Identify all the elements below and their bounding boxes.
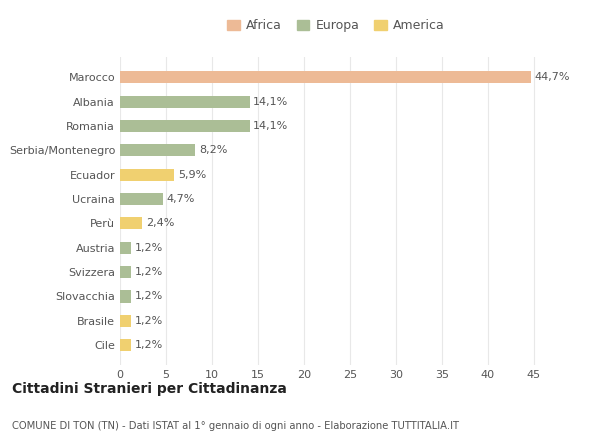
Text: 14,1%: 14,1% (253, 121, 289, 131)
Text: 44,7%: 44,7% (535, 72, 570, 82)
Bar (120, 217, 142, 230)
Bar (120, 95, 250, 108)
Bar (120, 144, 196, 156)
Text: Cittadini Stranieri per Cittadinanza: Cittadini Stranieri per Cittadinanza (12, 382, 287, 396)
Text: 1,2%: 1,2% (135, 340, 163, 350)
Bar (120, 120, 250, 132)
Bar (120, 315, 131, 327)
Bar (120, 169, 174, 181)
Text: 5,9%: 5,9% (178, 170, 206, 180)
Bar (120, 193, 163, 205)
Text: 1,2%: 1,2% (135, 267, 163, 277)
Bar (120, 71, 531, 83)
Text: 1,2%: 1,2% (135, 243, 163, 253)
Legend: Africa, Europa, America: Africa, Europa, America (222, 14, 450, 37)
Text: 4,7%: 4,7% (167, 194, 195, 204)
Text: COMUNE DI TON (TN) - Dati ISTAT al 1° gennaio di ogni anno - Elaborazione TUTTIT: COMUNE DI TON (TN) - Dati ISTAT al 1° ge… (12, 421, 459, 431)
Bar (120, 242, 131, 254)
Text: 14,1%: 14,1% (253, 97, 289, 106)
Text: 8,2%: 8,2% (199, 145, 227, 155)
Bar (120, 266, 131, 278)
Text: 1,2%: 1,2% (135, 316, 163, 326)
Bar (120, 339, 131, 351)
Bar (120, 290, 131, 303)
Text: 1,2%: 1,2% (135, 291, 163, 301)
Text: 2,4%: 2,4% (146, 218, 174, 228)
